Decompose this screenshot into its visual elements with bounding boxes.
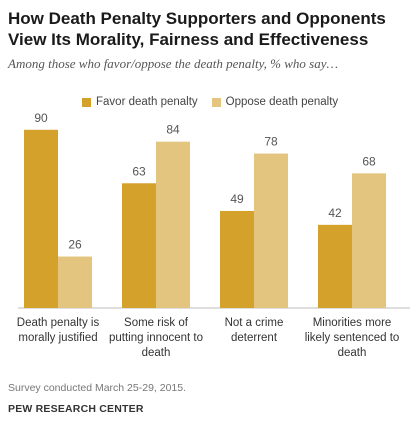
bar-favor-0 bbox=[24, 129, 58, 308]
legend-label-favor: Favor death penalty bbox=[96, 96, 198, 108]
legend-label-oppose: Oppose death penalty bbox=[225, 96, 339, 108]
category-label-1: Some risk of putting innocent to death bbox=[109, 317, 203, 359]
survey-note: Survey conducted March 25-29, 2015. bbox=[8, 382, 187, 394]
data-label-oppose-1: 84 bbox=[166, 123, 180, 137]
bar-favor-2 bbox=[220, 210, 254, 308]
legend-swatch-favor bbox=[82, 97, 91, 107]
bar-oppose-1 bbox=[156, 141, 190, 308]
chart-title: How Death Penalty Supporters and Opponen… bbox=[8, 9, 386, 49]
bar-oppose-0 bbox=[58, 256, 92, 308]
data-label-favor-1: 63 bbox=[132, 164, 146, 178]
bar-favor-3 bbox=[318, 224, 352, 308]
bar-oppose-2 bbox=[254, 153, 288, 308]
bar-favor-1 bbox=[122, 183, 156, 308]
legend-swatch-oppose bbox=[211, 97, 221, 107]
category-label-3: Minorities more likely sentenced to death bbox=[305, 317, 400, 359]
category-label-0: Death penalty is morally justified bbox=[17, 317, 100, 344]
legend-item-oppose: Oppose death penalty bbox=[211, 96, 339, 108]
data-label-oppose-3: 68 bbox=[362, 154, 376, 168]
category-label-2: Not a crime deterrent bbox=[225, 317, 284, 344]
legend: Favor death penalty Oppose death penalty bbox=[82, 96, 338, 108]
data-label-favor-0: 90 bbox=[34, 111, 48, 125]
legend-item-favor: Favor death penalty bbox=[82, 96, 198, 108]
data-label-oppose-0: 26 bbox=[68, 238, 82, 252]
data-label-oppose-2: 78 bbox=[264, 135, 278, 149]
data-label-favor-2: 49 bbox=[230, 192, 244, 206]
source-label: PEW RESEARCH CENTER bbox=[8, 403, 144, 415]
bar-oppose-3 bbox=[352, 173, 386, 308]
chart-subtitle: Among those who favor/oppose the death p… bbox=[8, 56, 339, 71]
data-label-favor-3: 42 bbox=[328, 206, 342, 220]
